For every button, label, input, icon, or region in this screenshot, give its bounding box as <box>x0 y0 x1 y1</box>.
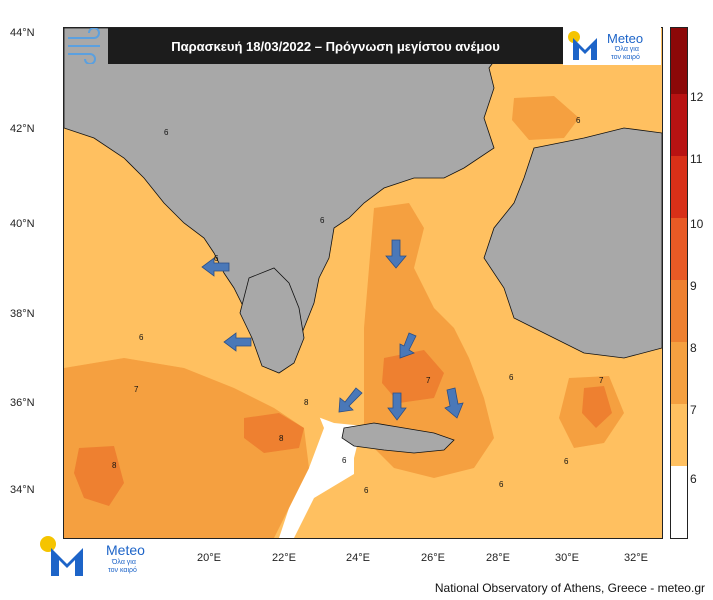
lat-label: 44°N <box>10 27 35 39</box>
forecast-map: 6 6 6 7 8 8 8 6 7 6 6 6 6 7 6 6 <box>63 27 663 539</box>
lon-label: 32°E <box>624 552 648 564</box>
land-area <box>64 28 662 454</box>
colorbar-segment <box>671 342 687 404</box>
colorbar-label: 8 <box>690 341 697 355</box>
lon-label: 22°E <box>272 552 296 564</box>
colorbar-label: 6 <box>690 472 697 486</box>
contour-label: 6 <box>509 373 514 382</box>
arrow-icon <box>444 387 464 419</box>
footer-credit: National Observatory of Athens, Greece -… <box>434 581 705 595</box>
arrow-icon <box>399 332 417 359</box>
lat-label: 40°N <box>10 218 35 230</box>
meteo-logo-bottom: Meteo Όλα για τον καιρό <box>35 532 160 582</box>
lon-label: 26°E <box>421 552 445 564</box>
colorbar-segment <box>671 156 687 218</box>
logo-tagline-2: τον καιρό <box>108 567 137 574</box>
contour-label: 7 <box>426 376 431 385</box>
contour-label: 6 <box>164 128 169 137</box>
lat-label: 42°N <box>10 123 35 135</box>
contour-label: 6 <box>564 457 569 466</box>
lon-label: 20°E <box>197 552 221 564</box>
colorbar-label: 12 <box>690 90 704 104</box>
lat-label: 36°N <box>10 397 35 409</box>
logo-brand: Meteo <box>607 31 644 46</box>
wind-level-8-area <box>74 350 612 506</box>
colorbar-segment <box>671 218 687 280</box>
arrow-icon <box>338 387 363 413</box>
logo-tagline-2: τον καιρό <box>611 54 640 61</box>
colorbar <box>670 27 688 539</box>
contour-label: 6 <box>214 254 219 263</box>
lon-label: 28°E <box>486 552 510 564</box>
colorbar-segment <box>671 404 687 466</box>
arrow-icon <box>201 257 230 277</box>
arrow-icon <box>223 332 252 352</box>
contour-label: 8 <box>112 461 117 470</box>
arrow-icon <box>387 392 407 421</box>
arrow-icon <box>385 239 407 269</box>
map-title: Παρασκευή 18/03/2022 – Πρόγνωση μεγίστου… <box>108 28 563 64</box>
meteo-logo: Meteo Όλα για τον καιρό <box>563 27 661 65</box>
colorbar-label: 11 <box>690 152 703 166</box>
logo-tagline-1: Όλα για <box>615 46 639 53</box>
contour-label: 6 <box>364 486 369 495</box>
colorbar-segment <box>671 466 687 538</box>
contour-label: 6 <box>576 116 581 125</box>
contour-label: 6 <box>342 456 347 465</box>
contour-labels: 6 6 6 7 8 8 8 6 7 6 6 6 6 7 6 6 <box>112 116 604 495</box>
contour-label: 6 <box>320 216 325 225</box>
colorbar-segment <box>671 28 687 94</box>
contour-label: 8 <box>304 398 309 407</box>
meteo-logo-icon <box>568 31 597 60</box>
colorbar-label: 7 <box>690 403 697 417</box>
contour-label: 6 <box>139 333 144 342</box>
lat-label: 34°N <box>10 484 35 496</box>
contour-label: 7 <box>134 385 139 394</box>
lon-label: 30°E <box>555 552 579 564</box>
logo-tagline-1: Όλα για <box>112 559 136 566</box>
meteo-logo-icon <box>40 536 83 576</box>
contour-label: 6 <box>499 480 504 489</box>
colorbar-label: 9 <box>690 279 697 293</box>
wind-icon <box>64 27 106 69</box>
logo-brand: Meteo <box>106 542 145 558</box>
contour-label: 7 <box>599 376 604 385</box>
colorbar-segment <box>671 94 687 156</box>
wind-arrows <box>201 239 464 421</box>
colorbar-label: 10 <box>690 217 704 231</box>
colorbar-segment <box>671 280 687 342</box>
lat-label: 38°N <box>10 308 35 320</box>
map-canvas: 6 6 6 7 8 8 8 6 7 6 6 6 6 7 6 6 <box>64 28 662 538</box>
lon-label: 24°E <box>346 552 370 564</box>
contour-label: 8 <box>279 434 284 443</box>
